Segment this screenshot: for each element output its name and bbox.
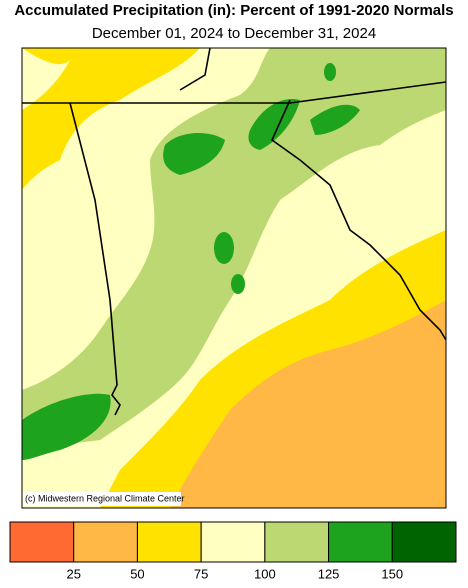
title: Accumulated Precipitation (in): Percent … [14, 2, 453, 19]
legend-tick-label: 75 [194, 566, 208, 581]
legend-swatch [200, 521, 266, 563]
legend-tick-label: 125 [318, 566, 340, 581]
legend-swatch [328, 521, 393, 563]
legend-swatch [73, 521, 138, 563]
precip-zone [22, 393, 111, 460]
precip-zone [22, 48, 446, 450]
precip-zone [324, 63, 336, 81]
legend: 25 50 75 100 125 150 [9, 521, 457, 581]
precip-zone [214, 232, 234, 264]
precip-zone [248, 99, 300, 150]
legend-tick-label: 50 [130, 566, 144, 581]
legend-swatch [264, 521, 330, 563]
precip-zone [170, 300, 446, 508]
precip-zone [22, 48, 200, 190]
legend-tick-label: 25 [66, 566, 80, 581]
precip-zone [231, 274, 245, 294]
credit-box [23, 492, 181, 506]
precip-zone [163, 133, 225, 175]
legend-tick-label: 100 [254, 566, 276, 581]
legend-tick-label: 150 [381, 566, 403, 581]
legend-swatch [136, 521, 202, 563]
legend-swatch [9, 521, 75, 563]
precip-zone [310, 104, 360, 135]
map [22, 48, 446, 508]
legend-swatch [391, 521, 457, 563]
state-borders [22, 48, 446, 416]
map-frame [21, 47, 447, 509]
precip-zone [22, 48, 70, 110]
credit: (c) Midwestern Regional Climate Center [25, 493, 185, 503]
subtitle: December 01, 2024 to December 31, 2024 [92, 25, 376, 42]
